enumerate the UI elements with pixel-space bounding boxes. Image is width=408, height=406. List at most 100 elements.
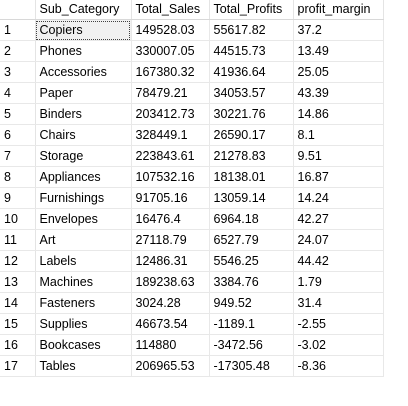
table-row[interactable]: 7 Storage 223843.61 21278.83 9.51	[0, 145, 384, 167]
table-row[interactable]: 1 Copiers 149528.03 55617.82 37.2	[0, 19, 384, 41]
cell-sub-category[interactable]: Accessories	[35, 61, 132, 83]
cell-sub-category[interactable]: Machines	[35, 271, 132, 293]
table-row[interactable]: 9 Furnishings 91705.16 13059.14 14.24	[0, 187, 384, 209]
row-number[interactable]: 2	[0, 40, 36, 62]
row-number-header[interactable]	[0, 0, 36, 20]
table-row[interactable]: 2 Phones 330007.05 44515.73 13.49	[0, 40, 384, 62]
cell-total-profits[interactable]: 44515.73	[209, 40, 294, 62]
table-row[interactable]: 10 Envelopes 16476.4 6964.18 42.27	[0, 208, 384, 230]
cell-sub-category[interactable]: Labels	[35, 250, 132, 272]
row-number[interactable]: 11	[0, 229, 36, 251]
table-row[interactable]: 16 Bookcases 114880 -3472.56 -3.02	[0, 334, 384, 356]
cell-profit-margin[interactable]: 14.24	[293, 187, 384, 209]
cell-total-sales[interactable]: 78479.21	[131, 82, 210, 104]
row-number[interactable]: 5	[0, 103, 36, 125]
column-header-total-sales[interactable]: Total_Sales	[131, 0, 210, 20]
cell-profit-margin[interactable]: 31.4	[293, 292, 384, 314]
row-number[interactable]: 1	[0, 19, 36, 41]
cell-total-profits[interactable]: 34053.57	[209, 82, 294, 104]
cell-total-sales[interactable]: 46673.54	[131, 313, 210, 335]
cell-total-sales[interactable]: 203412.73	[131, 103, 210, 125]
cell-profit-margin[interactable]: 43.39	[293, 82, 384, 104]
row-number[interactable]: 15	[0, 313, 36, 335]
column-header-profit-margin[interactable]: profit_margin	[293, 0, 384, 20]
cell-total-profits[interactable]: 13059.14	[209, 187, 294, 209]
row-number[interactable]: 7	[0, 145, 36, 167]
row-number[interactable]: 14	[0, 292, 36, 314]
table-row[interactable]: 15 Supplies 46673.54 -1189.1 -2.55	[0, 313, 384, 335]
cell-total-profits[interactable]: 6527.79	[209, 229, 294, 251]
cell-profit-margin[interactable]: 9.51	[293, 145, 384, 167]
cell-total-sales[interactable]: 330007.05	[131, 40, 210, 62]
row-number[interactable]: 16	[0, 334, 36, 356]
cell-profit-margin[interactable]: 13.49	[293, 40, 384, 62]
row-number[interactable]: 12	[0, 250, 36, 272]
cell-profit-margin[interactable]: 44.42	[293, 250, 384, 272]
cell-profit-margin[interactable]: 37.2	[293, 19, 384, 41]
cell-total-sales[interactable]: 91705.16	[131, 187, 210, 209]
table-row[interactable]: 17 Tables 206965.53 -17305.48 -8.36	[0, 355, 384, 377]
cell-total-profits[interactable]: 30221.76	[209, 103, 294, 125]
cell-sub-category[interactable]: Fasteners	[35, 292, 132, 314]
cell-total-profits[interactable]: -17305.48	[209, 355, 294, 377]
cell-sub-category[interactable]: Paper	[35, 82, 132, 104]
cell-total-sales[interactable]: 16476.4	[131, 208, 210, 230]
results-grid[interactable]: Sub_Category Total_Sales Total_Profits p…	[0, 0, 384, 377]
cell-total-sales[interactable]: 3024.28	[131, 292, 210, 314]
cell-profit-margin[interactable]: 16.87	[293, 166, 384, 188]
row-number[interactable]: 10	[0, 208, 36, 230]
cell-total-profits[interactable]: -3472.56	[209, 334, 294, 356]
cell-sub-category[interactable]: Envelopes	[35, 208, 132, 230]
row-number[interactable]: 17	[0, 355, 36, 377]
cell-profit-margin[interactable]: 8.1	[293, 124, 384, 146]
cell-profit-margin[interactable]: 25.05	[293, 61, 384, 83]
cell-profit-margin[interactable]: 14.86	[293, 103, 384, 125]
cell-total-profits[interactable]: 18138.01	[209, 166, 294, 188]
cell-profit-margin[interactable]: 24.07	[293, 229, 384, 251]
cell-total-sales[interactable]: 12486.31	[131, 250, 210, 272]
row-number[interactable]: 9	[0, 187, 36, 209]
cell-sub-category[interactable]: Furnishings	[35, 187, 132, 209]
cell-total-sales[interactable]: 223843.61	[131, 145, 210, 167]
cell-total-sales[interactable]: 107532.16	[131, 166, 210, 188]
cell-profit-margin[interactable]: -3.02	[293, 334, 384, 356]
cell-total-profits[interactable]: 3384.76	[209, 271, 294, 293]
cell-sub-category[interactable]: Appliances	[35, 166, 132, 188]
column-header-sub-category[interactable]: Sub_Category	[35, 0, 132, 20]
cell-total-profits[interactable]: 26590.17	[209, 124, 294, 146]
cell-profit-margin[interactable]: -2.55	[293, 313, 384, 335]
table-row[interactable]: 12 Labels 12486.31 5546.25 44.42	[0, 250, 384, 272]
cell-total-sales[interactable]: 167380.32	[131, 61, 210, 83]
cell-total-sales[interactable]: 189238.63	[131, 271, 210, 293]
cell-sub-category[interactable]: Phones	[35, 40, 132, 62]
table-row[interactable]: 13 Machines 189238.63 3384.76 1.79	[0, 271, 384, 293]
cell-profit-margin[interactable]: 1.79	[293, 271, 384, 293]
table-row[interactable]: 6 Chairs 328449.1 26590.17 8.1	[0, 124, 384, 146]
cell-total-profits[interactable]: 6964.18	[209, 208, 294, 230]
cell-profit-margin[interactable]: 42.27	[293, 208, 384, 230]
cell-total-profits[interactable]: -1189.1	[209, 313, 294, 335]
table-row[interactable]: 14 Fasteners 3024.28 949.52 31.4	[0, 292, 384, 314]
row-number[interactable]: 3	[0, 61, 36, 83]
cell-sub-category[interactable]: Chairs	[35, 124, 132, 146]
cell-total-sales[interactable]: 27118.79	[131, 229, 210, 251]
cell-total-profits[interactable]: 41936.64	[209, 61, 294, 83]
table-row[interactable]: 3 Accessories 167380.32 41936.64 25.05	[0, 61, 384, 83]
row-number[interactable]: 4	[0, 82, 36, 104]
cell-total-profits[interactable]: 949.52	[209, 292, 294, 314]
cell-total-sales[interactable]: 206965.53	[131, 355, 210, 377]
cell-total-sales[interactable]: 328449.1	[131, 124, 210, 146]
table-row[interactable]: 8 Appliances 107532.16 18138.01 16.87	[0, 166, 384, 188]
table-row[interactable]: 11 Art 27118.79 6527.79 24.07	[0, 229, 384, 251]
cell-sub-category[interactable]: Supplies	[35, 313, 132, 335]
cell-sub-category[interactable]: Art	[35, 229, 132, 251]
cell-sub-category[interactable]: Copiers	[35, 19, 132, 41]
cell-sub-category[interactable]: Bookcases	[35, 334, 132, 356]
cell-sub-category[interactable]: Binders	[35, 103, 132, 125]
row-number[interactable]: 13	[0, 271, 36, 293]
cell-total-sales[interactable]: 149528.03	[131, 19, 210, 41]
cell-total-profits[interactable]: 21278.83	[209, 145, 294, 167]
row-number[interactable]: 6	[0, 124, 36, 146]
row-number[interactable]: 8	[0, 166, 36, 188]
cell-total-sales[interactable]: 114880	[131, 334, 210, 356]
